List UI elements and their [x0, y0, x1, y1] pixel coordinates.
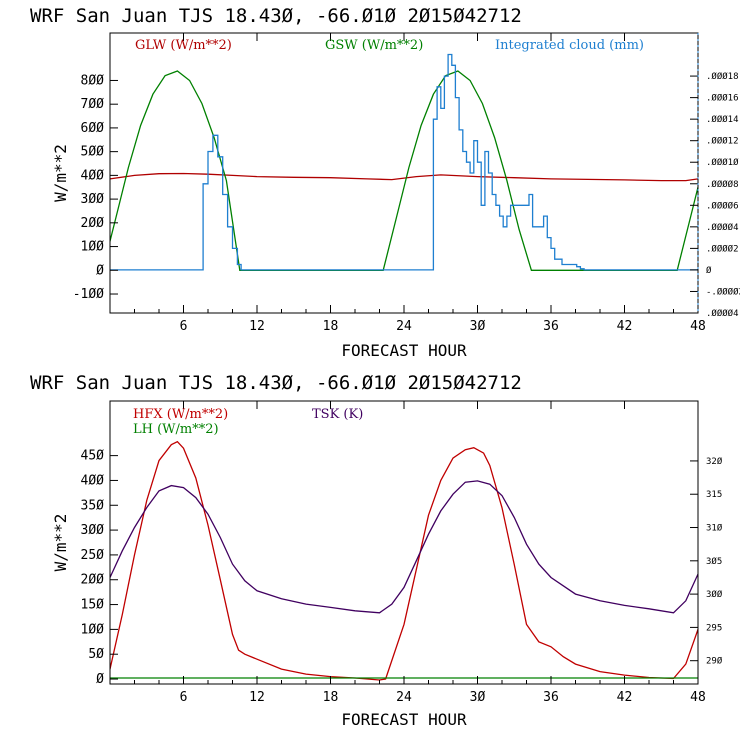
- series-line-3: [110, 480, 698, 614]
- y2-tick-label: .ØØØ1Ø: [706, 157, 739, 168]
- legend-entry: LH (W/m**2): [133, 422, 219, 437]
- x-tick-label: 48: [690, 690, 706, 705]
- y-tick-label: 3ØØ: [81, 523, 105, 538]
- y-tick-label: 2ØØ: [81, 216, 105, 231]
- x-tick-label: 6: [180, 319, 188, 334]
- legend-entry: HFX (W/m**2): [133, 407, 228, 422]
- x-tick-label: 36: [543, 319, 559, 334]
- y2-tick-label: .ØØØ14: [706, 114, 739, 125]
- y-tick-label: 5ØØ: [81, 145, 105, 160]
- y2-tick-label: .ØØØØ4: [706, 308, 739, 319]
- series-line-2: [110, 70, 698, 271]
- x-tick-label: 36: [543, 690, 559, 705]
- y2-tick-label: .ØØØ16: [706, 93, 739, 104]
- y-tick-label: Ø: [96, 263, 104, 278]
- y2-tick-label: .ØØØØ2: [706, 243, 739, 254]
- y2-tick-label: 29Ø: [706, 656, 723, 667]
- y-tick-label: 2ØØ: [81, 573, 105, 588]
- plot-frame: [109, 400, 699, 685]
- x-tick-label: 3Ø: [470, 690, 486, 705]
- y-tick-label: -1ØØ: [73, 287, 104, 302]
- x-tick-label: 42: [617, 690, 633, 705]
- chart-panel-1: WRF San Juan TJS 18.43Ø, -66.Ø1Ø 2Ø15Ø42…: [30, 5, 740, 360]
- y-tick-label: 35Ø: [81, 498, 105, 513]
- y2-tick-label: 3Ø5: [706, 556, 722, 567]
- y-tick-label: 5Ø: [88, 647, 104, 662]
- y-tick-label: 1ØØ: [81, 240, 105, 255]
- y-tick-label: 6ØØ: [81, 121, 105, 136]
- x-tick-label: 18: [323, 690, 339, 705]
- y2-tick-label: 31Ø: [706, 523, 723, 534]
- x-tick-label: 24: [396, 690, 412, 705]
- y2-tick-label: .ØØØ12: [706, 136, 739, 147]
- y-tick-label: 25Ø: [81, 548, 105, 563]
- series-line-1: [110, 172, 698, 182]
- legend-entry: Integrated cloud (mm): [495, 38, 644, 53]
- y2-tick-label: 3ØØ: [706, 589, 723, 600]
- y2-tick-label: -.ØØØØ2: [706, 286, 740, 297]
- legend-entry: GLW (W/m**2): [135, 38, 232, 53]
- y2-tick-label: .ØØØØ8: [706, 179, 739, 190]
- y-tick-label: 45Ø: [81, 449, 105, 464]
- y-tick-label: 8ØØ: [81, 73, 105, 88]
- y-axis-label: W/m**2: [51, 144, 70, 202]
- plot-frame: [109, 32, 699, 314]
- chart-panel-2: WRF San Juan TJS 18.43Ø, -66.Ø1Ø 2Ø15Ø42…: [30, 372, 723, 729]
- y2-tick-label: .ØØØ18: [706, 71, 739, 82]
- y-tick-label: Ø: [96, 672, 104, 687]
- y2-tick-label: 295: [706, 623, 722, 633]
- x-axis-label: FORECAST HOUR: [341, 710, 467, 729]
- y-axis-label: W/m**2: [51, 514, 70, 572]
- y-tick-label: 4ØØ: [81, 168, 105, 183]
- x-tick-label: 18: [323, 319, 339, 334]
- series-line-3: [110, 53, 698, 271]
- series-line-1: [110, 440, 698, 681]
- x-tick-label: 12: [249, 690, 265, 705]
- y2-tick-label: Ø: [706, 265, 712, 276]
- chart-title: WRF San Juan TJS 18.43Ø, -66.Ø1Ø 2Ø15Ø42…: [30, 372, 522, 394]
- chart-title: WRF San Juan TJS 18.43Ø, -66.Ø1Ø 2Ø15Ø42…: [30, 5, 522, 27]
- x-tick-label: 6: [180, 690, 188, 705]
- y-tick-label: 15Ø: [81, 598, 105, 613]
- y2-tick-label: 32Ø: [706, 456, 723, 467]
- x-tick-label: 12: [249, 319, 265, 334]
- y-tick-label: 4ØØ: [81, 473, 105, 488]
- y2-tick-label: 315: [706, 490, 722, 500]
- x-tick-label: 24: [396, 319, 412, 334]
- x-axis-label: FORECAST HOUR: [341, 341, 467, 360]
- legend-entry: TSK (K): [312, 407, 363, 422]
- y-tick-label: 3ØØ: [81, 192, 105, 207]
- y-tick-label: 1ØØ: [81, 622, 105, 637]
- legend-entry: GSW (W/m**2): [325, 38, 423, 53]
- y2-tick-label: .ØØØØ6: [706, 200, 739, 211]
- x-tick-label: 42: [617, 319, 633, 334]
- y2-tick-label: .ØØØØ4: [706, 222, 739, 233]
- x-tick-label: 3Ø: [470, 319, 486, 334]
- x-tick-label: 48: [690, 319, 706, 334]
- y-tick-label: 7ØØ: [81, 97, 105, 112]
